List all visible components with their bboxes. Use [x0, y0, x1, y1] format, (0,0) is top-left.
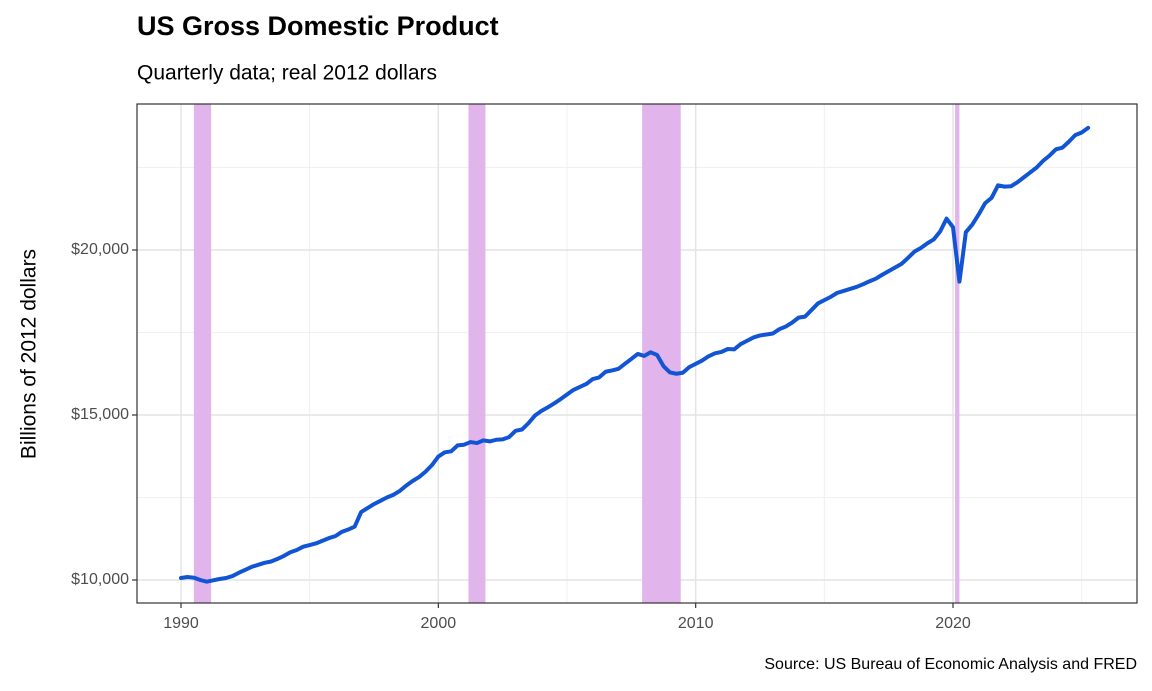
chart-subtitle: Quarterly data; real 2012 dollars: [137, 62, 437, 85]
x-tick-label: 2020: [935, 615, 971, 632]
recession-band: [955, 104, 960, 603]
y-tick-label: $15,000: [71, 406, 129, 423]
source-note: Source: US Bureau of Economic Analysis a…: [764, 656, 1137, 673]
panel-border: [136, 103, 1138, 604]
x-tick-label: 2010: [678, 615, 714, 632]
y-axis-label: Billions of 2012 dollars: [18, 249, 41, 459]
recession-band: [193, 104, 212, 603]
y-tick-label: $10,000: [71, 571, 129, 588]
x-tick-label: 2000: [421, 615, 457, 632]
x-tick-label: 1990: [163, 615, 199, 632]
chart-title: US Gross Domestic Product: [137, 11, 499, 41]
recession-band: [468, 104, 486, 603]
y-tick-label: $20,000: [71, 241, 129, 258]
data-line: [179, 125, 1091, 584]
